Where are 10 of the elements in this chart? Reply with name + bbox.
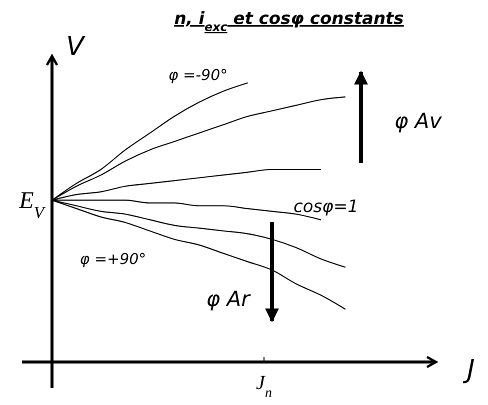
y-axis-title: V [66,32,86,62]
x-axis-title: J [462,355,475,385]
text: φ Av [394,109,442,133]
annotation: E$_{V}$ [18,188,46,222]
series-label: φ =-90° [168,66,228,84]
chart-title: n, i$_{exc}$ et cosφ constants [174,9,404,34]
annotation: φ Ar [206,287,252,311]
series-label: φ =+90° [80,250,146,268]
series-label: cosφ=1 [294,197,358,217]
text: J$_{n}$ [256,372,272,400]
